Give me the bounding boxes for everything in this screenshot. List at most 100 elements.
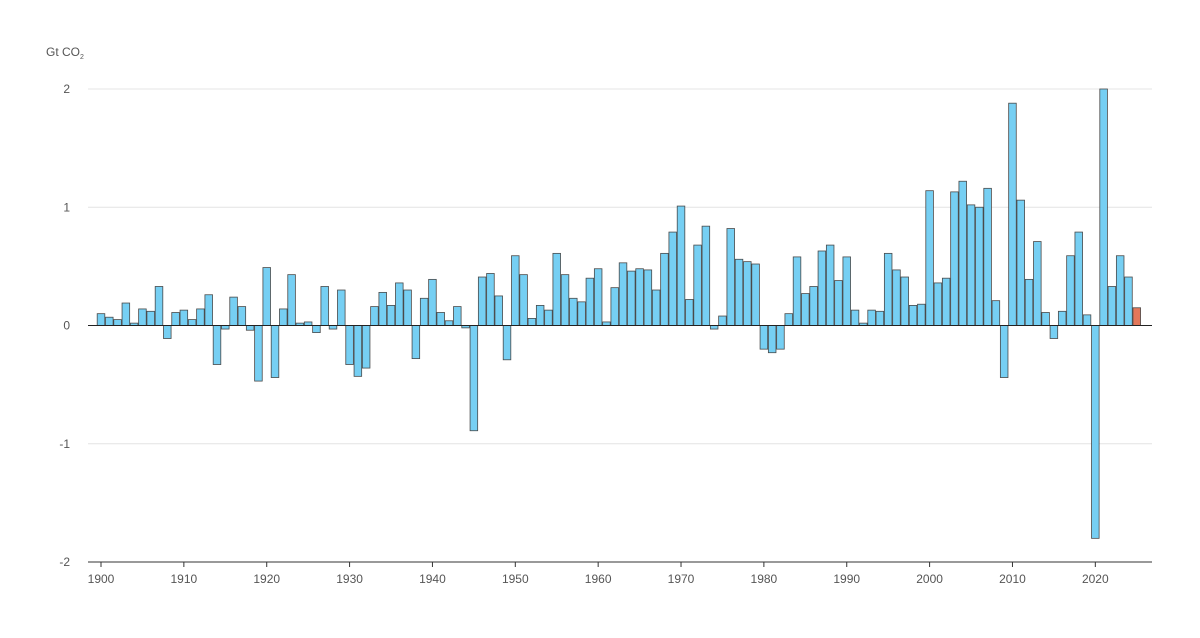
bar-2017 bbox=[1066, 255, 1075, 326]
bar-1950 bbox=[511, 255, 520, 326]
x-tick-label: 1930 bbox=[336, 572, 363, 586]
bar-1955 bbox=[552, 252, 561, 326]
bar-1912 bbox=[196, 308, 205, 326]
bar-1990 bbox=[842, 256, 851, 326]
bar-1936 bbox=[395, 282, 404, 326]
bar-1959 bbox=[585, 277, 595, 326]
bar-2014 bbox=[1041, 312, 1050, 326]
bar-1935 bbox=[386, 304, 396, 326]
bar-1907 bbox=[154, 286, 164, 326]
x-tick-label: 1980 bbox=[751, 572, 778, 586]
bar-2008 bbox=[991, 300, 1001, 326]
x-tick-label: 2010 bbox=[999, 572, 1026, 586]
bar-1921 bbox=[270, 325, 280, 378]
bar-1962 bbox=[610, 287, 619, 326]
bar-1994 bbox=[875, 310, 885, 326]
bar-1923 bbox=[287, 274, 296, 326]
bar-1939 bbox=[419, 297, 429, 326]
bar-1993 bbox=[867, 309, 876, 326]
y-tick-label: 0 bbox=[63, 319, 70, 333]
bar-1934 bbox=[378, 291, 387, 326]
bar-1964 bbox=[627, 270, 636, 326]
bar-1900 bbox=[96, 313, 106, 326]
bar-1957 bbox=[569, 297, 578, 326]
bar-1915 bbox=[221, 325, 230, 330]
bar-1943 bbox=[453, 306, 462, 326]
x-tick-label: 1910 bbox=[171, 572, 198, 586]
bar-2006 bbox=[975, 206, 984, 326]
x-tick-label: 1920 bbox=[253, 572, 280, 586]
x-tick-label: 1950 bbox=[502, 572, 529, 586]
bar-1968 bbox=[660, 252, 669, 326]
bar-1952 bbox=[527, 317, 537, 326]
bar-1906 bbox=[146, 310, 155, 326]
bar-1986 bbox=[809, 286, 818, 326]
bar-1928 bbox=[328, 325, 338, 330]
bar-1922 bbox=[279, 308, 288, 326]
bar-1995 bbox=[883, 252, 893, 326]
bar-2016 bbox=[1057, 310, 1067, 326]
x-tick-label: 2020 bbox=[1082, 572, 1109, 586]
y-axis-unit-label: Gt CO2 bbox=[46, 45, 84, 61]
bar-1981 bbox=[767, 325, 777, 354]
bar-1946 bbox=[477, 276, 487, 326]
bar-1963 bbox=[618, 262, 628, 326]
bar-1988 bbox=[825, 244, 835, 326]
bar-2012 bbox=[1024, 278, 1034, 326]
bar-1918 bbox=[245, 325, 255, 331]
y-axis-tick-labels: 2 1 0 -1 -2 bbox=[59, 82, 70, 569]
bar-1949 bbox=[502, 325, 512, 361]
bar-2013 bbox=[1033, 241, 1042, 326]
bar-1999 bbox=[917, 303, 926, 326]
bar-2021 bbox=[1099, 88, 1108, 326]
x-tick-label: 1900 bbox=[88, 572, 115, 586]
bar-1926 bbox=[312, 325, 321, 333]
bar-2003 bbox=[950, 191, 959, 326]
bar-1991 bbox=[850, 309, 860, 326]
bar-1970 bbox=[676, 205, 686, 326]
bar-1925 bbox=[303, 321, 313, 326]
bar-2022 bbox=[1107, 286, 1117, 326]
bar-2010 bbox=[1008, 102, 1017, 326]
bar-1958 bbox=[577, 301, 586, 326]
y-tick-label: -2 bbox=[59, 555, 70, 569]
bar-2024 bbox=[1124, 276, 1133, 326]
bar-2019 bbox=[1082, 314, 1092, 326]
x-tick-label: 1940 bbox=[419, 572, 446, 586]
bar-1980 bbox=[759, 325, 769, 350]
bar-1974 bbox=[709, 325, 719, 330]
bar-1969 bbox=[668, 231, 677, 326]
bar-1941 bbox=[436, 312, 445, 326]
bar-1971 bbox=[685, 299, 694, 326]
bar-1951 bbox=[519, 274, 528, 326]
x-tick-label: 1970 bbox=[668, 572, 695, 586]
x-tick-label: 2000 bbox=[916, 572, 943, 586]
bar-2001 bbox=[933, 282, 943, 326]
bars bbox=[96, 88, 1141, 539]
x-tick-label: 1990 bbox=[833, 572, 860, 586]
bar-1901 bbox=[105, 316, 114, 326]
bar-1954 bbox=[544, 309, 553, 326]
bar-1919 bbox=[254, 325, 263, 382]
bar-2009 bbox=[999, 325, 1009, 378]
bar-2011 bbox=[1016, 199, 1025, 326]
y-tick-label: 2 bbox=[63, 82, 70, 96]
bar-1961 bbox=[602, 321, 611, 326]
y-tick-label: -1 bbox=[59, 437, 70, 451]
unit-main: Gt CO bbox=[46, 45, 80, 59]
bar-1956 bbox=[560, 274, 570, 326]
unit-subscript: 2 bbox=[80, 54, 84, 61]
bar-1947 bbox=[486, 273, 495, 326]
bar-1929 bbox=[337, 289, 346, 326]
bar-1978 bbox=[743, 261, 752, 326]
bar-2020 bbox=[1091, 325, 1100, 539]
bar-1985 bbox=[801, 293, 810, 326]
bar-1967 bbox=[651, 289, 661, 326]
bar-1927 bbox=[320, 286, 329, 326]
x-axis-ticks: 1900 1910 1920 1930 1940 1950 1960 1970 1980 1990… bbox=[88, 562, 1109, 586]
bar-1909 bbox=[171, 312, 180, 326]
bar-1910 bbox=[179, 309, 189, 326]
bar-2018 bbox=[1074, 231, 1083, 326]
bar-1982 bbox=[776, 325, 785, 350]
